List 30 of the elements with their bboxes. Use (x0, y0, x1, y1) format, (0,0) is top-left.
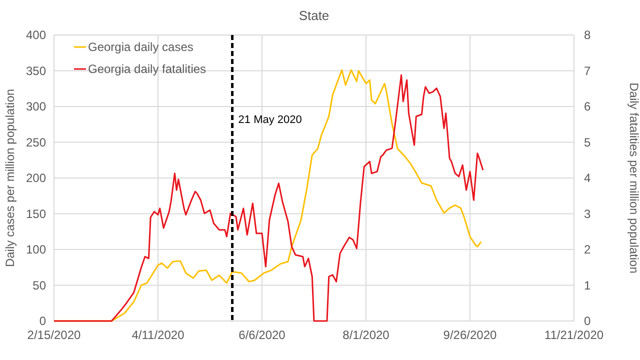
y2-tick-label: 6 (584, 100, 591, 114)
y2-tick-label: 2 (584, 242, 591, 256)
y-tick-label: 250 (26, 135, 46, 150)
y-tick-label: 0 (39, 314, 46, 328)
y-tick-label: 400 (26, 28, 46, 42)
y-axis-title: Daily cases per million population (3, 88, 17, 268)
legend-label: Georgia daily cases (88, 40, 194, 54)
x-tick-label: 11/21/2020 (544, 328, 604, 342)
y-tick-label: 150 (26, 206, 46, 221)
y-tick-label: 200 (26, 171, 46, 185)
y-tick-label: 350 (26, 64, 46, 78)
y-tick-label: 300 (26, 100, 46, 114)
y-tick-label: 50 (32, 278, 46, 292)
ref-line-label: 21 May 2020 (238, 114, 302, 126)
legend-label: Georgia daily fatalities (88, 62, 206, 76)
x-tick-label: 4/11/2020 (132, 328, 185, 342)
y2-tick-label: 5 (584, 135, 591, 150)
y-tick-label: 100 (26, 242, 46, 256)
y2-axis-title: Daily fatalities per million population (627, 82, 640, 274)
y2-tick-label: 3 (584, 206, 591, 221)
y2-tick-label: 8 (584, 28, 591, 42)
x-tick-label: 2/15/2020 (27, 328, 82, 342)
x-tick-label: 9/26/2020 (443, 328, 498, 342)
chart-title: State (298, 8, 330, 23)
x-tick-label: 8/1/2020 (342, 328, 390, 342)
y2-tick-label: 7 (584, 64, 591, 78)
x-tick-label: 6/6/2020 (238, 328, 286, 342)
y2-tick-label: 4 (584, 171, 591, 185)
y2-tick-label: 1 (584, 278, 591, 292)
y2-tick-label: 0 (584, 314, 591, 328)
